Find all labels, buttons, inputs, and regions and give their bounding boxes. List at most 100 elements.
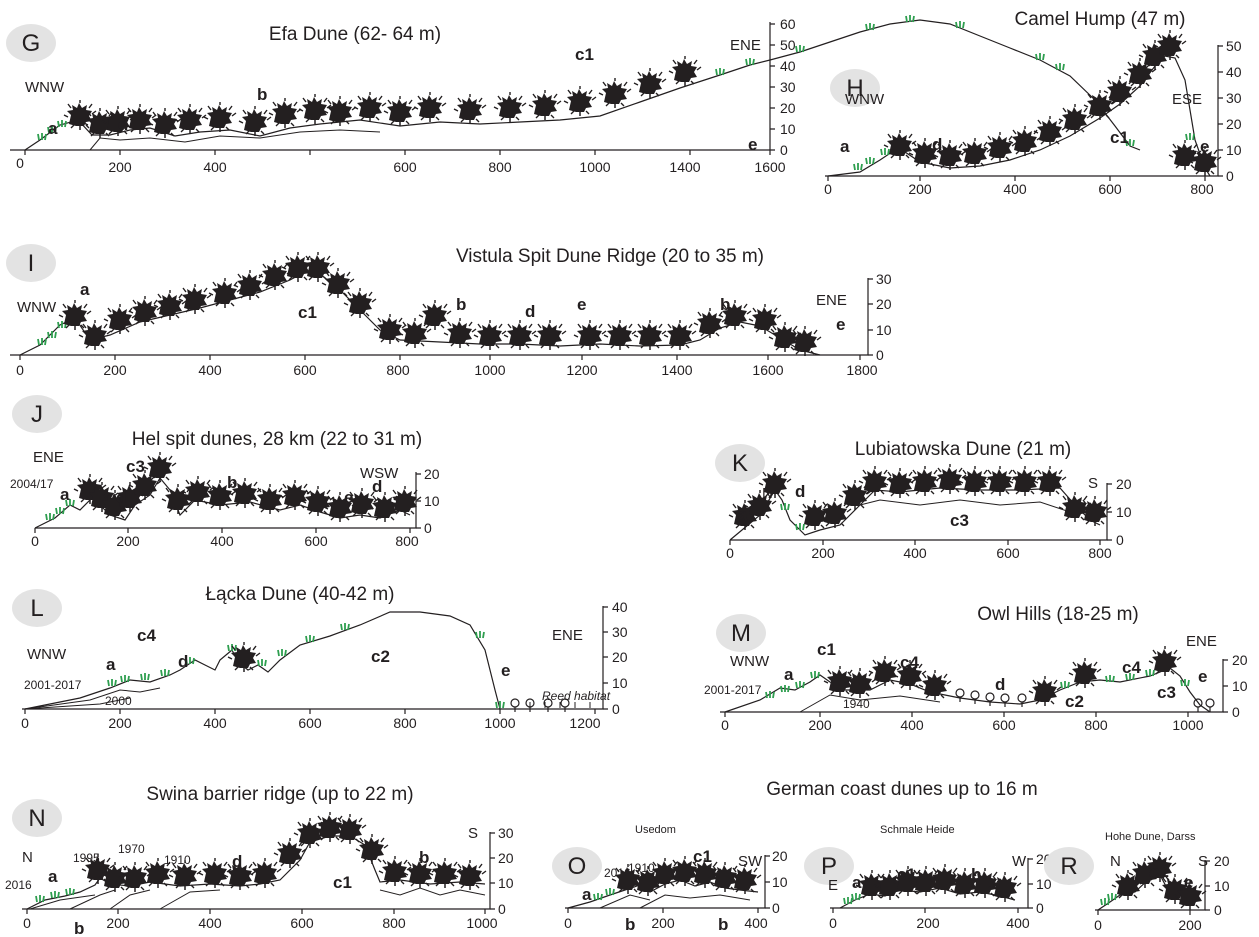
x-tick: 0 (829, 915, 837, 931)
panel-badge (1044, 847, 1094, 885)
y-tick: 20 (772, 848, 788, 864)
zone-label: b (971, 865, 981, 884)
group-title: German coast dunes up to 16 m (766, 779, 1037, 800)
reed-marks (529, 702, 591, 708)
x-tick: 800 (395, 533, 419, 549)
x-tick: 200 (108, 715, 132, 731)
zone-label: d (178, 652, 188, 671)
sub-profile (24, 697, 131, 710)
zone-label: d (232, 852, 242, 871)
zone-label: a (106, 655, 116, 674)
zone-label: a (852, 873, 862, 892)
x-tick: 1200 (566, 362, 597, 378)
panel-title: Lubiatowska Dune (21 m) (855, 439, 1072, 460)
x-tick: 800 (393, 715, 417, 731)
year-label: 2004/17 (10, 477, 54, 491)
zone-label: c1 (298, 303, 317, 322)
y-tick: 20 (1116, 476, 1132, 492)
panel-letter: J (31, 401, 43, 428)
zone-label: b (456, 295, 466, 314)
x-tick: 1600 (752, 362, 783, 378)
panel-k: K Lubiatowska Dune (21 m) N S 0 200 400 … (715, 439, 1132, 561)
x-tick: 200 (108, 159, 132, 175)
y-tick: 30 (1226, 90, 1242, 106)
x-tick: 800 (386, 362, 410, 378)
panel-badge (6, 244, 56, 282)
left-direction: WNW (27, 646, 67, 663)
y-tick: 10 (1116, 504, 1132, 520)
sub-profile (859, 499, 1071, 513)
x-tick: 0 (824, 181, 832, 197)
panel-letter: G (22, 30, 41, 57)
left-direction: N (22, 849, 33, 866)
x-tick: 600 (1098, 181, 1122, 197)
x-tick: 200 (811, 545, 835, 561)
tick-marks (832, 858, 1033, 913)
zone-label: b (718, 915, 728, 934)
y-tick: 20 (612, 649, 628, 665)
tick-marks (724, 659, 1228, 717)
left-direction: WNW (730, 653, 770, 670)
x-tick: 600 (992, 717, 1016, 733)
sub-profile (599, 894, 751, 909)
x-tick: 0 (31, 533, 39, 549)
zone-label: a (738, 505, 748, 524)
zone-label: c1 (575, 45, 594, 64)
left-direction: N (762, 485, 773, 502)
right-direction: S (1198, 853, 1208, 870)
year-label: 2016 (5, 878, 32, 892)
vegetation (843, 863, 1022, 905)
zone-label: d (932, 135, 942, 154)
panel-letter: K (732, 450, 748, 477)
tick-marks (827, 45, 1223, 181)
x-tick: 0 (721, 717, 729, 733)
x-tick: 1000 (466, 915, 497, 931)
tick-marks (24, 606, 608, 714)
x-tick: 0 (726, 545, 734, 561)
y-tick: 20 (780, 100, 796, 116)
panel-m: M Owl Hills (18-25 m) WNW ENE 2001-2017 … (704, 604, 1248, 733)
right-direction: ENE (730, 37, 761, 54)
sub-profile (24, 687, 161, 710)
panel-badge (716, 614, 766, 652)
zone-label: c4 (900, 653, 919, 672)
y-tick: 50 (1226, 38, 1242, 54)
x-tick: 400 (1006, 915, 1030, 931)
x-tick: 1600 (754, 159, 785, 175)
vegetation (37, 14, 1135, 147)
panel-badge (12, 395, 62, 433)
y-tick: 0 (1226, 168, 1234, 184)
dune-profile (729, 487, 1101, 541)
panel-title: Łącka Dune (40-42 m) (205, 584, 394, 605)
x-tick: 400 (900, 717, 924, 733)
x-tick: 400 (203, 715, 227, 731)
x-tick: 1400 (669, 159, 700, 175)
right-direction: S (1088, 475, 1098, 492)
zone-label: c2 (1065, 692, 1084, 711)
tick-marks (19, 278, 873, 360)
zone-label: c1 (897, 865, 916, 884)
zone-label: c3 (126, 457, 145, 476)
x-tick: 0 (16, 362, 24, 378)
sub-profile (799, 694, 941, 713)
zone-label: a (582, 885, 592, 904)
x-tick: 800 (382, 915, 406, 931)
x-tick: 1000 (474, 362, 505, 378)
x-tick: 400 (198, 915, 222, 931)
x-tick: 400 (903, 545, 927, 561)
zone-label: d (525, 302, 535, 321)
right-direction: ENE (1186, 633, 1217, 650)
right-direction: S (468, 825, 478, 842)
y-tick: 10 (1232, 678, 1248, 694)
right-direction: SW (738, 853, 763, 870)
x-tick: 0 (16, 155, 24, 171)
y-tick: 20 (424, 466, 440, 482)
zone-label: c2 (371, 647, 390, 666)
zone-label: b (720, 295, 730, 314)
panel-badge (804, 847, 854, 885)
panel-l: L Łącka Dune (40-42 m) WNW ENE 2001-2017… (12, 584, 628, 731)
x-tick: 600 (293, 362, 317, 378)
x-tick: 800 (1084, 717, 1108, 733)
x-tick: 1200 (569, 715, 600, 731)
year-label: 2001-2017 (704, 683, 762, 697)
